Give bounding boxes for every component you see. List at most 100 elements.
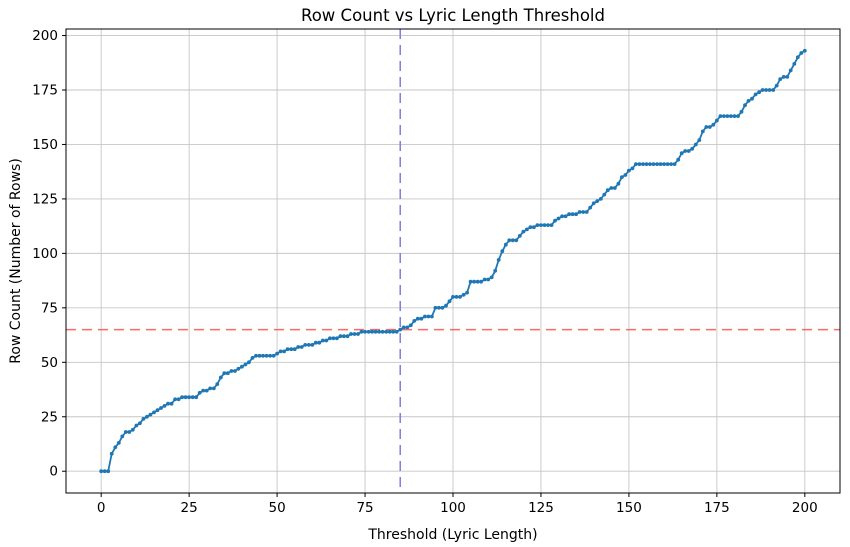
data-point-marker bbox=[672, 162, 677, 167]
data-point-marker bbox=[169, 401, 174, 406]
data-point-marker bbox=[605, 188, 610, 193]
data-point-marker bbox=[155, 408, 160, 413]
data-point-marker bbox=[468, 279, 473, 284]
data-point-marker bbox=[215, 382, 220, 386]
data-point-marker bbox=[665, 162, 670, 167]
data-point-marker bbox=[225, 371, 230, 376]
data-point-marker bbox=[546, 223, 550, 228]
data-point-marker bbox=[408, 323, 413, 328]
y-tick-label: 150 bbox=[32, 137, 58, 153]
tick-layer: 0 25 50 75 100 125 150 175 200 0 25 50 75 100 125 150 17… bbox=[32, 28, 817, 516]
data-point-marker bbox=[479, 279, 483, 284]
x-tick-label: 125 bbox=[528, 500, 554, 516]
data-point-marker bbox=[166, 401, 170, 406]
y-tick-label: 200 bbox=[32, 28, 58, 44]
data-point-marker bbox=[247, 360, 251, 365]
data-point-marker bbox=[584, 210, 589, 214]
data-point-marker bbox=[598, 197, 603, 201]
data-point-marker bbox=[771, 88, 776, 92]
data-point-marker bbox=[567, 212, 571, 217]
data-point-marker bbox=[218, 375, 223, 380]
data-point-marker bbox=[750, 96, 754, 101]
data-point-marker bbox=[102, 469, 107, 474]
data-point-marker bbox=[349, 332, 353, 336]
data-point-marker bbox=[802, 48, 807, 53]
y-tick-label: 100 bbox=[32, 246, 58, 262]
data-point-marker bbox=[644, 162, 649, 167]
grid-layer bbox=[66, 29, 840, 493]
data-point-marker bbox=[254, 353, 258, 358]
data-point-marker bbox=[120, 434, 125, 439]
data-point-marker bbox=[141, 417, 146, 421]
data-point-marker bbox=[426, 314, 431, 319]
data-point-marker bbox=[510, 238, 515, 243]
data-point-marker bbox=[686, 149, 691, 153]
y-tick-label: 50 bbox=[41, 355, 58, 371]
x-tick-label: 200 bbox=[792, 500, 818, 516]
data-point-marker bbox=[313, 340, 318, 345]
data-point-marker bbox=[521, 229, 526, 234]
data-point-marker bbox=[183, 395, 188, 400]
data-point-marker bbox=[423, 314, 427, 319]
data-point-marker bbox=[148, 412, 153, 417]
data-point-marker bbox=[130, 427, 135, 432]
data-point-marker bbox=[563, 214, 568, 219]
data-point-marker bbox=[134, 423, 139, 428]
data-point-marker bbox=[278, 349, 283, 354]
data-point-marker bbox=[570, 212, 575, 217]
data-point-marker bbox=[746, 99, 751, 103]
data-point-marker bbox=[250, 356, 255, 360]
data-point-marker bbox=[180, 395, 185, 400]
y-tick-label: 25 bbox=[41, 409, 58, 425]
data-point-marker bbox=[335, 336, 339, 341]
data-point-marker bbox=[778, 77, 783, 81]
data-point-marker bbox=[532, 225, 536, 230]
data-point-marker bbox=[574, 212, 578, 217]
data-point-marker bbox=[774, 83, 779, 88]
data-point-marker bbox=[306, 343, 311, 347]
data-point-marker bbox=[609, 186, 614, 190]
data-point-marker bbox=[764, 88, 768, 92]
data-point-marker bbox=[296, 345, 301, 349]
data-point-marker bbox=[525, 227, 529, 232]
data-point-marker bbox=[106, 469, 111, 474]
data-point-marker bbox=[693, 142, 698, 147]
data-point-marker bbox=[377, 329, 381, 334]
data-point-marker bbox=[127, 430, 132, 434]
data-point-marker bbox=[482, 277, 487, 282]
data-point-marker bbox=[711, 122, 716, 127]
data-point-marker bbox=[655, 162, 659, 167]
data-point-marker bbox=[310, 343, 315, 347]
data-point-marker bbox=[697, 138, 702, 143]
data-point-marker bbox=[363, 329, 367, 334]
data-point-marker bbox=[176, 397, 181, 402]
y-tick-label: 175 bbox=[32, 82, 58, 98]
data-point-marker bbox=[187, 395, 192, 400]
data-point-marker bbox=[553, 218, 557, 223]
data-point-marker bbox=[370, 329, 374, 334]
data-point-marker bbox=[736, 114, 740, 118]
data-point-marker bbox=[669, 162, 673, 167]
data-point-marker bbox=[222, 371, 227, 376]
data-point-marker bbox=[517, 234, 522, 238]
data-point-marker bbox=[637, 162, 642, 167]
data-point-marker bbox=[489, 275, 494, 280]
data-point-marker bbox=[722, 114, 726, 118]
data-point-marker bbox=[725, 114, 730, 118]
data-point-marker bbox=[173, 397, 178, 402]
data-point-marker bbox=[454, 295, 459, 299]
data-point-marker bbox=[264, 353, 269, 358]
data-point-marker bbox=[447, 299, 452, 304]
row-count-curve-markers bbox=[99, 48, 807, 474]
data-point-marker bbox=[412, 319, 417, 323]
y-axis-label: Row Count (Number of Rows) bbox=[8, 158, 24, 364]
data-point-marker bbox=[718, 114, 723, 118]
data-point-marker bbox=[641, 162, 645, 167]
data-point-marker bbox=[430, 314, 434, 319]
data-point-marker bbox=[99, 469, 104, 474]
y-tick-label: 75 bbox=[41, 300, 58, 316]
data-point-marker bbox=[204, 388, 209, 393]
data-point-marker bbox=[503, 242, 508, 247]
data-point-marker bbox=[201, 388, 206, 393]
